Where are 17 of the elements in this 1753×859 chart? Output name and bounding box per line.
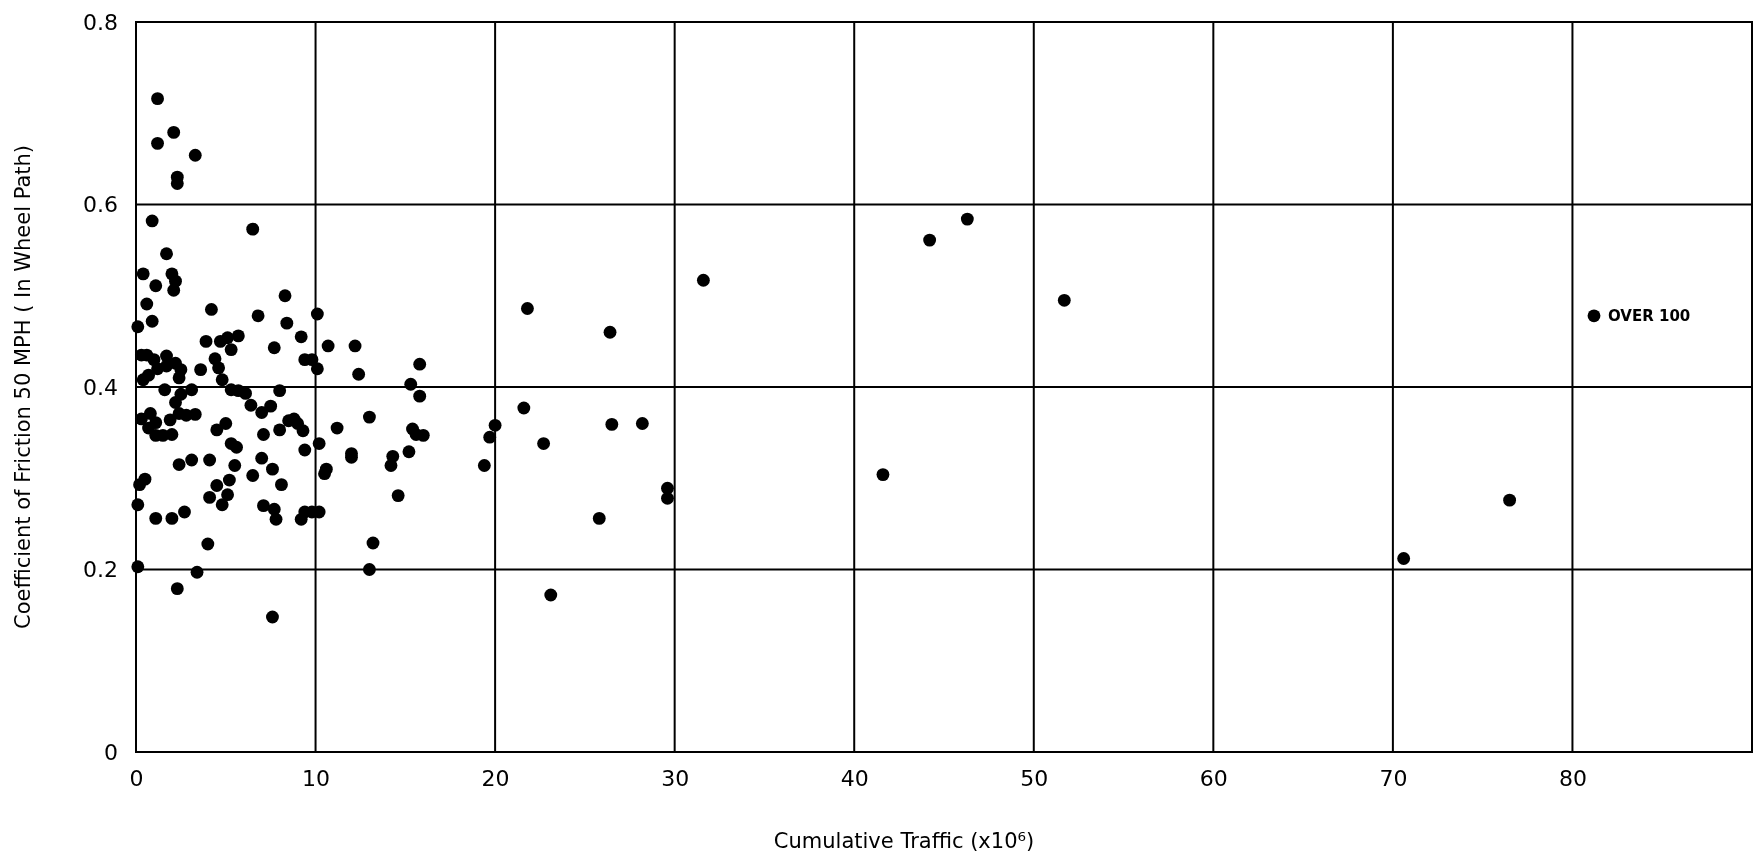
- y-tick-label: 0: [104, 739, 118, 765]
- x-tick-label: 80: [1558, 765, 1587, 791]
- x-axis-title: Cumulative Traffic (x10⁶): [773, 829, 1035, 853]
- y-tick-label: 0.4: [83, 374, 118, 400]
- x-tick-label: 60: [1199, 765, 1228, 791]
- y-tick-label: 0.6: [83, 192, 118, 218]
- y-axis-title: Coefficient of Friction 50 MPH ( In Wheel Path): [11, 144, 35, 630]
- annotation: OVER 100: [1607, 307, 1691, 326]
- y-tick-label: 0.8: [83, 9, 118, 35]
- x-tick-label: 50: [1020, 765, 1049, 791]
- x-tick-label: 70: [1379, 765, 1408, 791]
- x-tick-label: 0: [129, 765, 144, 791]
- x-tick-label: 10: [302, 765, 331, 791]
- x-tick-label: 40: [840, 765, 869, 791]
- x-tick-label: 20: [481, 765, 510, 791]
- x-tick-label: 30: [661, 765, 690, 791]
- y-tick-label: 0.2: [83, 557, 118, 583]
